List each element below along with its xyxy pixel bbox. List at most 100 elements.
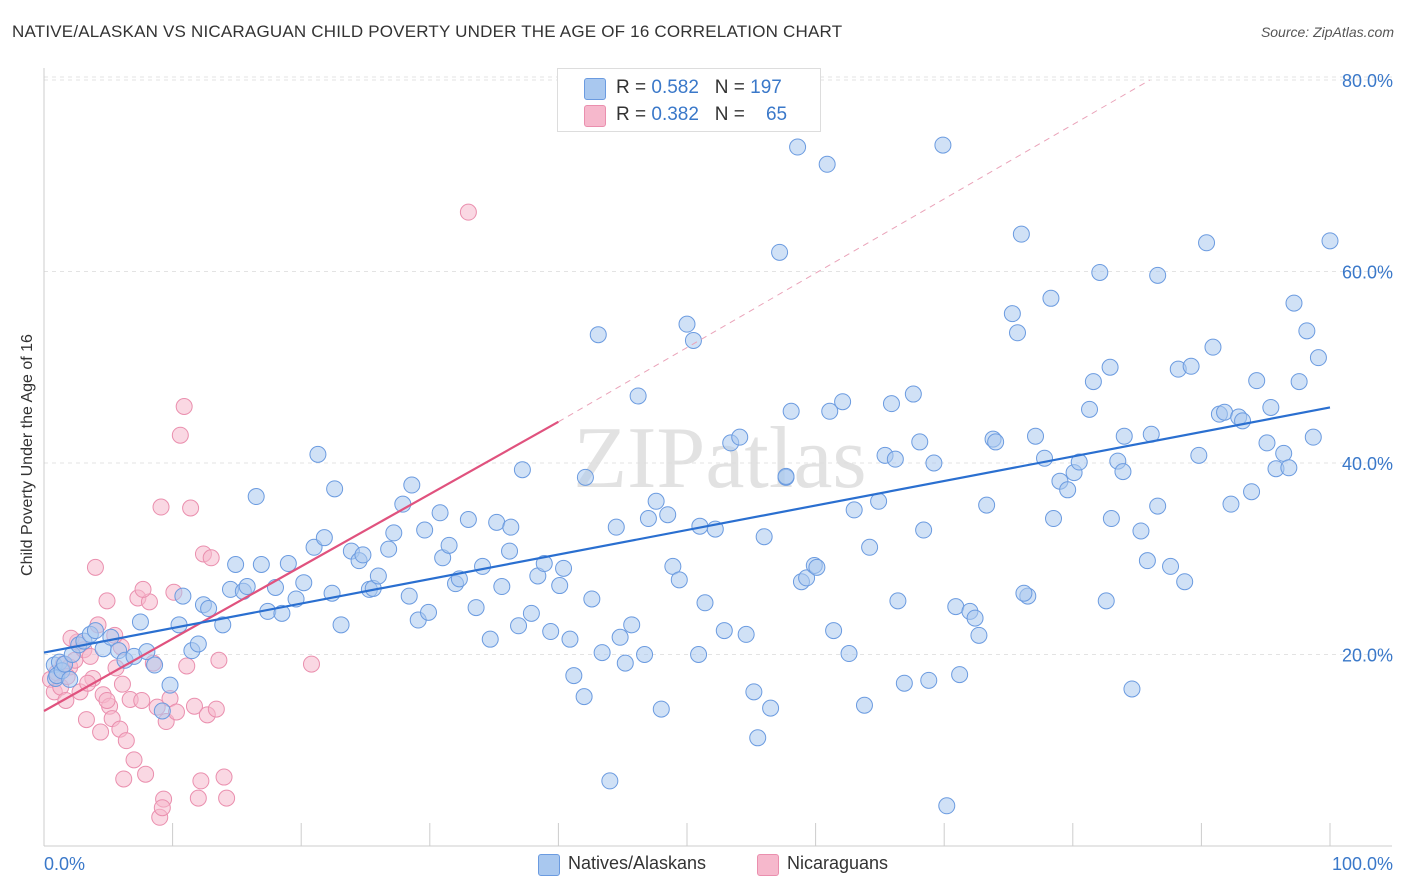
data-point (1042, 289, 1060, 307)
r-label: R = (616, 104, 652, 125)
data-point (185, 697, 203, 715)
data-point (551, 577, 569, 595)
data-point (1198, 234, 1216, 252)
watermark: ZIPatlas (573, 410, 866, 507)
data-point (1243, 483, 1261, 501)
data-point (855, 696, 873, 714)
data-point (925, 454, 943, 472)
data-point (302, 655, 320, 673)
data-point (200, 600, 218, 618)
data-point (1262, 398, 1280, 416)
data-point (152, 498, 170, 516)
data-point (279, 555, 297, 573)
data-point (808, 558, 826, 576)
data-point (895, 674, 913, 692)
natives-legend-label: Natives/Alaskans (568, 853, 707, 873)
data-point (1275, 444, 1293, 462)
data-point (326, 480, 344, 498)
data-point (1059, 481, 1077, 499)
data-point (1012, 225, 1030, 243)
data-point (125, 751, 143, 769)
data-point (354, 546, 372, 564)
data-point (1027, 427, 1045, 445)
data-point (1091, 263, 1109, 281)
data-point (678, 315, 696, 333)
r-value: 0.382 (651, 104, 699, 125)
data-point (1132, 522, 1150, 540)
stats-row-natives: R = 0.582 N = 197 (558, 75, 820, 101)
data-point (1123, 680, 1141, 698)
data-point (684, 331, 702, 349)
data-point (670, 571, 688, 589)
data-point (1070, 453, 1088, 471)
data-point (1176, 573, 1194, 591)
data-point (870, 492, 888, 510)
data-point (481, 630, 499, 648)
data-point (583, 590, 601, 608)
data-point (153, 799, 171, 817)
data-point (493, 578, 511, 596)
data-point (522, 604, 540, 622)
data-point (295, 574, 313, 592)
data-point (1280, 459, 1298, 477)
data-point (501, 542, 519, 560)
data-point (210, 651, 228, 669)
data-point (1101, 358, 1119, 376)
data-point (601, 772, 619, 790)
n-label: N = (714, 77, 751, 98)
data-point (403, 476, 421, 494)
data-point (947, 598, 965, 616)
data-point (1222, 495, 1240, 513)
data-point (133, 691, 151, 709)
data-point (92, 723, 110, 741)
data-point (555, 559, 573, 577)
data-point (1285, 294, 1303, 312)
data-point (134, 580, 152, 598)
data-point (81, 647, 99, 665)
data-point (1182, 357, 1200, 375)
data-point (690, 646, 708, 663)
nicaraguans-legend-label: Nicaraguans (787, 853, 889, 873)
r-value: 0.582 (651, 77, 699, 98)
tick-labels: 20.0% 40.0% 60.0% 80.0% 0.0% 100.0% (44, 71, 1393, 874)
data-point (459, 203, 477, 221)
data-point (273, 604, 291, 622)
data-point (1015, 584, 1033, 602)
data-point (1149, 497, 1167, 515)
data-point (987, 433, 1005, 451)
data-point (416, 521, 434, 539)
data-point (238, 578, 256, 596)
data-point (385, 524, 403, 542)
data-point (400, 587, 418, 605)
data-point (189, 635, 207, 653)
data-point (247, 488, 265, 506)
data-point (840, 645, 858, 663)
data-point (696, 594, 714, 612)
data-point (889, 592, 907, 610)
data-point (762, 699, 780, 717)
data-point (616, 654, 634, 672)
data-point (440, 536, 458, 554)
data-point (77, 711, 95, 729)
data-point (115, 770, 133, 788)
data-point (113, 675, 131, 693)
data-point (639, 510, 657, 528)
data-point (502, 518, 520, 536)
data-point (1003, 305, 1021, 323)
data-point (1298, 322, 1316, 340)
data-point (420, 603, 438, 621)
data-point (731, 428, 749, 446)
data-point (192, 772, 210, 790)
data-point (137, 765, 155, 783)
data-point (86, 558, 104, 576)
data-point (227, 555, 245, 573)
data-point (782, 402, 800, 420)
data-point (904, 385, 922, 403)
data-point (629, 387, 647, 405)
data-point (920, 671, 938, 689)
data-point (252, 555, 270, 573)
data-point (1162, 557, 1180, 575)
data-point (1190, 446, 1208, 464)
data-point (459, 510, 477, 528)
data-point (565, 667, 583, 685)
